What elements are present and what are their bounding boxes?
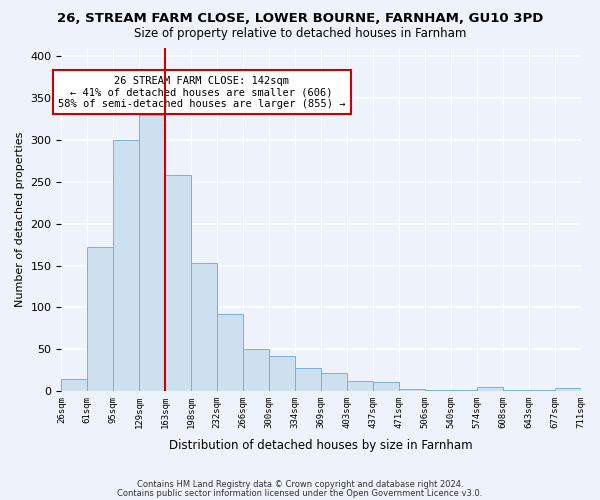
Bar [399,389,425,392]
Text: 26, STREAM FARM CLOSE, LOWER BOURNE, FARNHAM, GU10 3PD: 26, STREAM FARM CLOSE, LOWER BOURNE, FAR… [57,12,543,26]
Text: 26 STREAM FARM CLOSE: 142sqm
← 41% of detached houses are smaller (606)
58% of s: 26 STREAM FARM CLOSE: 142sqm ← 41% of de… [58,76,346,109]
Text: Contains HM Land Registry data © Crown copyright and database right 2024.: Contains HM Land Registry data © Crown c… [137,480,463,489]
Text: Size of property relative to detached houses in Farnham: Size of property relative to detached ho… [134,28,466,40]
Bar [88,247,113,392]
Bar [529,390,554,392]
Bar [217,314,243,392]
Bar [61,378,88,392]
Y-axis label: Number of detached properties: Number of detached properties [15,132,25,307]
Bar [139,114,165,392]
Bar [451,390,476,392]
X-axis label: Distribution of detached houses by size in Farnham: Distribution of detached houses by size … [169,440,473,452]
Bar [476,387,503,392]
Bar [554,388,581,392]
Bar [503,390,529,392]
Bar [425,390,451,392]
Bar [191,263,217,392]
Bar [269,356,295,392]
Bar [243,350,269,392]
Bar [373,382,399,392]
Bar [321,373,347,392]
Bar [165,175,191,392]
Bar [347,381,373,392]
Text: Contains public sector information licensed under the Open Government Licence v3: Contains public sector information licen… [118,488,482,498]
Bar [113,140,139,392]
Bar [295,368,321,392]
